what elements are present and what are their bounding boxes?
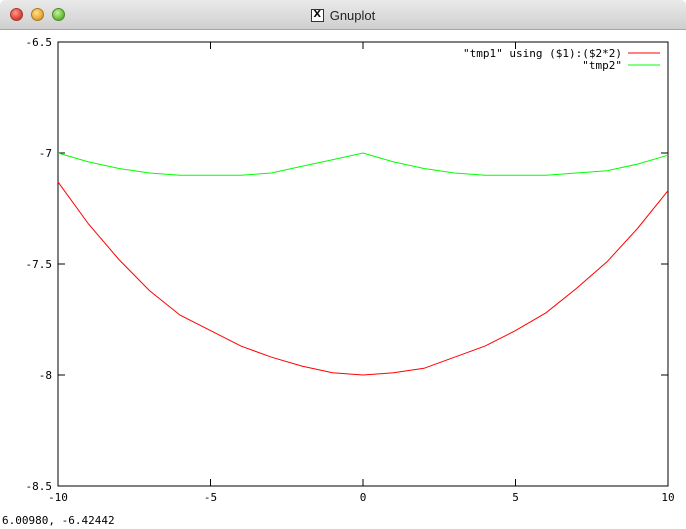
x-tick-label: 10 xyxy=(661,491,674,504)
y-tick-label: -7 xyxy=(39,147,52,160)
x-tick-label: -10 xyxy=(48,491,68,504)
minimize-button[interactable] xyxy=(31,8,44,21)
legend-label-1: "tmp1" using ($1):($2*2) xyxy=(463,47,622,60)
x-tick-label: -5 xyxy=(204,491,217,504)
y-tick-label: -8.5 xyxy=(26,480,53,493)
title-bar[interactable] xyxy=(0,0,686,30)
x-tick-label: 0 xyxy=(360,491,367,504)
legend-label-2: "tmp2" xyxy=(582,59,622,72)
axis-ticks xyxy=(57,41,669,487)
y-tick-label: -8 xyxy=(39,369,52,382)
plot-canvas[interactable]: -10 -5 0 5 10 -6.5 -7 -7.5 -8 -8.5 "tmp1" using (… xyxy=(0,30,686,514)
x-tick-label: 5 xyxy=(512,491,519,504)
series-line-2 xyxy=(57,152,669,176)
zoom-button[interactable] xyxy=(52,8,65,21)
mouse-coordinates-readout: 6.00980, -6.42442 xyxy=(2,514,115,527)
y-tick-label: -6.5 xyxy=(26,36,53,49)
axis-tick-labels: -10 -5 0 5 10 -6.5 -7 -7.5 -8 -8.5 xyxy=(26,36,675,504)
y-tick-label: -7.5 xyxy=(26,258,53,271)
series-line-1 xyxy=(57,181,669,376)
close-button[interactable] xyxy=(10,8,23,21)
series-layer xyxy=(57,152,669,376)
plot-border xyxy=(57,41,669,487)
legend: "tmp1" using ($1):($2*2)"tmp2" xyxy=(463,47,660,72)
